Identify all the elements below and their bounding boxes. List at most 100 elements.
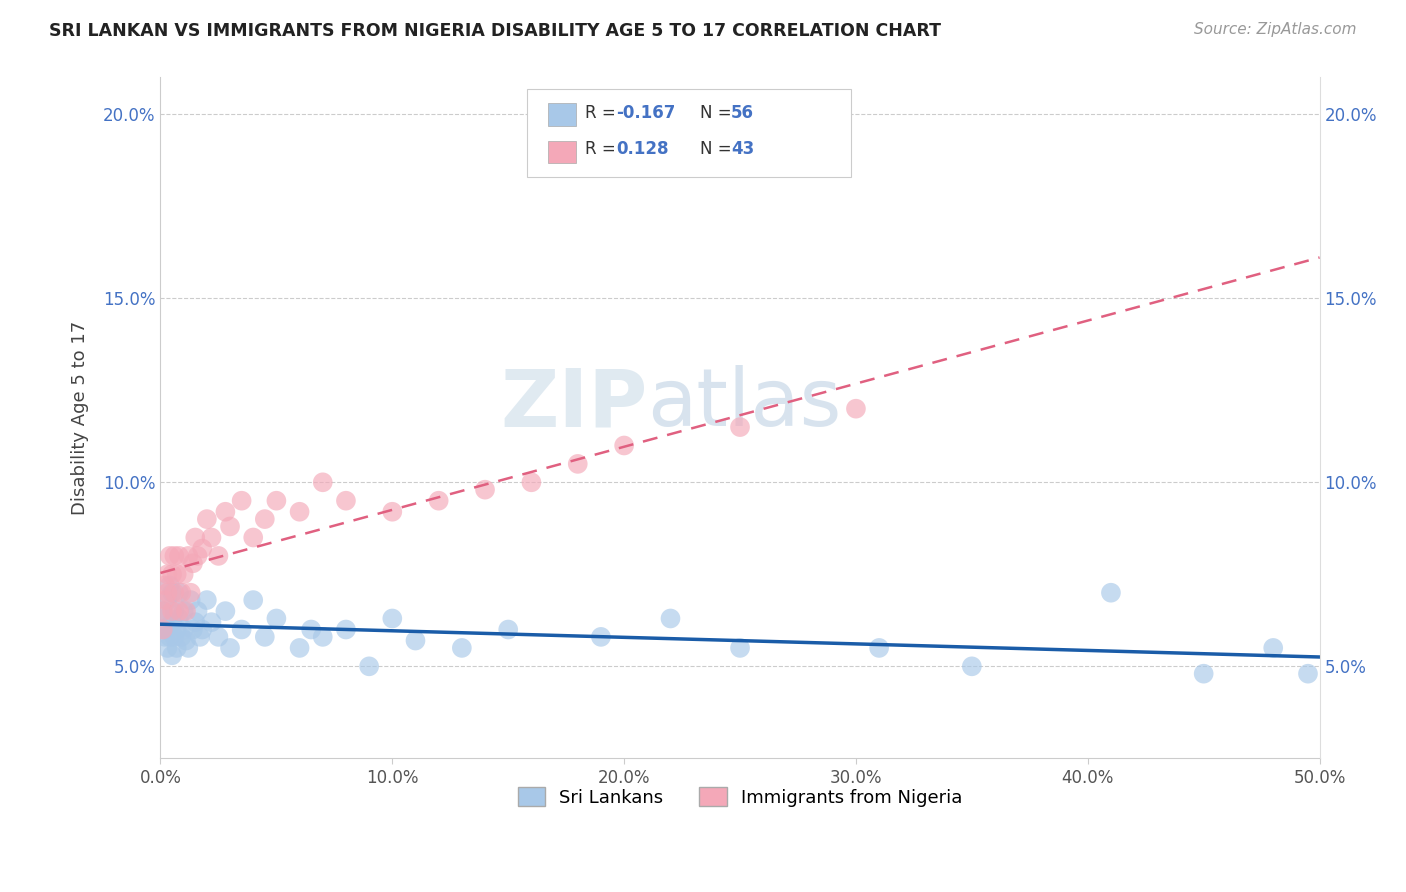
Text: atlas: atlas [647, 365, 842, 443]
Point [160, 604, 183, 618]
Point [177, 640, 200, 655]
Point [231, 493, 253, 508]
Point [167, 611, 190, 625]
Point [450, 640, 472, 655]
Point [266, 493, 288, 508]
Point [160, 567, 183, 582]
Text: 56: 56 [731, 104, 754, 122]
Point [156, 593, 179, 607]
Text: SRI LANKAN VS IMMIGRANTS FROM NIGERIA DISABILITY AGE 5 TO 17 CORRELATION CHART: SRI LANKAN VS IMMIGRANTS FROM NIGERIA DI… [49, 22, 941, 40]
Point [474, 483, 496, 497]
Point [728, 640, 751, 655]
Point [335, 493, 357, 508]
Point [180, 585, 202, 599]
Point [167, 604, 190, 618]
Point [152, 604, 174, 618]
Point [427, 493, 450, 508]
Point [496, 623, 519, 637]
Point [613, 438, 636, 452]
Point [173, 567, 195, 582]
Point [960, 659, 983, 673]
Point [152, 623, 174, 637]
Point [173, 623, 195, 637]
Point [191, 623, 214, 637]
Point [184, 615, 207, 629]
Point [187, 549, 209, 563]
Point [177, 549, 200, 563]
Point [1192, 666, 1215, 681]
Legend: Sri Lankans, Immigrants from Nigeria: Sri Lankans, Immigrants from Nigeria [510, 780, 970, 814]
Text: 0.128: 0.128 [616, 140, 668, 158]
Point [156, 585, 179, 599]
Point [153, 578, 176, 592]
Point [152, 623, 174, 637]
Point [159, 578, 181, 592]
Point [253, 512, 276, 526]
Text: N =: N = [700, 140, 737, 158]
Point [845, 401, 868, 416]
Point [170, 585, 193, 599]
Point [166, 567, 188, 582]
Point [166, 623, 188, 637]
Text: -0.167: -0.167 [616, 104, 675, 122]
Point [188, 630, 211, 644]
Point [181, 623, 204, 637]
Point [159, 549, 181, 563]
Point [231, 623, 253, 637]
Point [166, 640, 188, 655]
Point [381, 505, 404, 519]
Point [219, 640, 242, 655]
Point [214, 604, 236, 618]
Point [153, 611, 176, 625]
Point [160, 585, 183, 599]
Point [868, 640, 890, 655]
Point [1099, 585, 1122, 599]
Point [312, 475, 335, 490]
Point [153, 630, 176, 644]
Point [167, 549, 190, 563]
Point [159, 630, 181, 644]
Point [589, 630, 612, 644]
Point [200, 531, 222, 545]
Point [163, 549, 186, 563]
Point [160, 615, 183, 629]
Point [219, 519, 242, 533]
Point [520, 475, 543, 490]
Point [195, 593, 218, 607]
Point [163, 630, 186, 644]
Point [359, 659, 381, 673]
Point [335, 623, 357, 637]
Point [1296, 666, 1319, 681]
Point [170, 630, 193, 644]
Point [567, 457, 589, 471]
Point [242, 531, 264, 545]
Point [288, 505, 311, 519]
Point [207, 549, 229, 563]
Point [173, 604, 195, 618]
Point [163, 585, 186, 599]
Text: ZIP: ZIP [501, 365, 647, 443]
Text: R =: R = [585, 104, 621, 122]
Text: Source: ZipAtlas.com: Source: ZipAtlas.com [1194, 22, 1357, 37]
Point [167, 585, 190, 599]
Point [312, 630, 335, 644]
Point [174, 633, 197, 648]
Point [156, 640, 179, 655]
Point [1263, 640, 1285, 655]
Point [728, 420, 751, 434]
Point [184, 531, 207, 545]
Text: R =: R = [585, 140, 626, 158]
Point [163, 604, 186, 618]
Point [191, 541, 214, 556]
Point [214, 505, 236, 519]
Point [659, 611, 682, 625]
Point [381, 611, 404, 625]
Point [288, 640, 311, 655]
Point [156, 623, 179, 637]
Y-axis label: Disability Age 5 to 17: Disability Age 5 to 17 [72, 321, 89, 515]
Point [180, 593, 202, 607]
Point [195, 512, 218, 526]
Point [242, 593, 264, 607]
Point [405, 633, 427, 648]
Point [152, 604, 174, 618]
